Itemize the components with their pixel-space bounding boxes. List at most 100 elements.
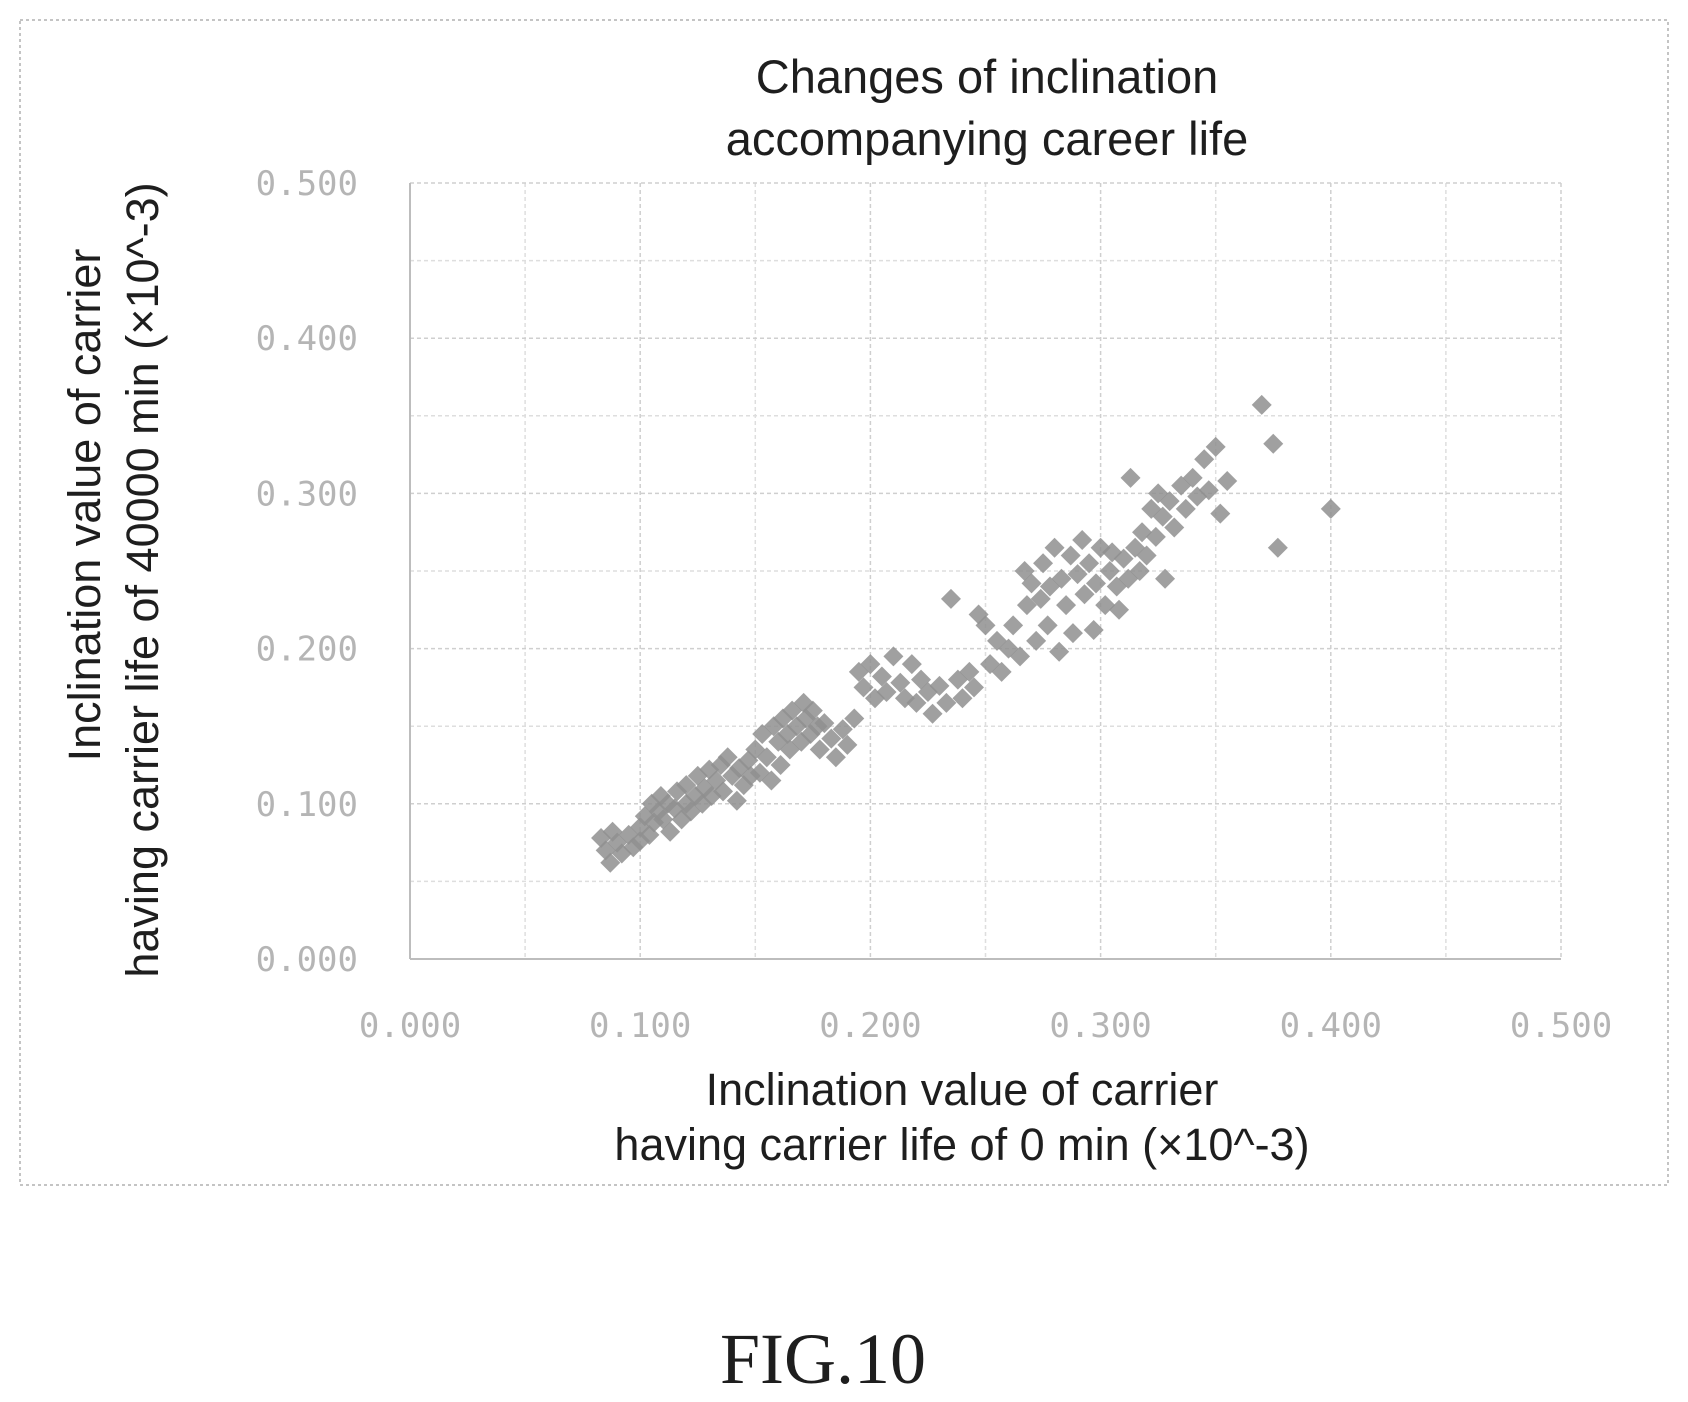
chart-title-line-1: Changes of inclination [756, 50, 1218, 103]
data-point [936, 692, 957, 713]
data-point [832, 719, 853, 740]
data-point [853, 677, 874, 698]
data-point [809, 739, 830, 760]
data-point [1129, 561, 1150, 581]
x-axis-label-line-2: having carrier life of 0 min (×10^-3) [614, 1119, 1309, 1170]
data-point [1079, 553, 1100, 574]
y-tick-label: 0.400 [256, 319, 358, 359]
x-tick-label: 0.200 [819, 1006, 921, 1046]
data-point [922, 703, 943, 724]
data-point [770, 755, 791, 775]
data-point [1044, 537, 1065, 558]
data-point [1060, 545, 1081, 566]
data-point [717, 747, 738, 768]
data-point [1010, 646, 1031, 667]
y-tick-label: 0.300 [256, 474, 358, 514]
chart-border [19, 19, 1669, 1186]
grid-lines [409, 182, 1562, 960]
data-point [1099, 561, 1120, 581]
data-point [825, 747, 846, 768]
y-axis-label-line-1: Inclination value of carrier [59, 249, 110, 762]
data-point [1109, 599, 1130, 620]
data-point [876, 682, 897, 703]
data-point [991, 661, 1012, 682]
data-point [1194, 449, 1215, 470]
data-point [1263, 433, 1284, 454]
data-point [929, 675, 950, 696]
x-tick-label: 0.400 [1280, 1006, 1382, 1046]
y-axis-label-line-2: having carrier life of 40000 min (×10^-3… [117, 182, 168, 977]
data-point [1251, 394, 1272, 415]
data-point [959, 661, 980, 682]
data-point [1175, 498, 1196, 519]
y-tick-label: 0.000 [256, 940, 358, 980]
data-point [1164, 517, 1185, 538]
data-point [1037, 615, 1058, 636]
data-point [1085, 573, 1106, 594]
data-point [871, 666, 892, 687]
data-point [1072, 529, 1093, 550]
data-point [1159, 491, 1180, 512]
x-axis-label-line-1: Inclination value of carrier [706, 1064, 1219, 1115]
data-points [591, 394, 1341, 873]
data-point [814, 713, 835, 734]
data-point [1021, 573, 1042, 594]
data-point [1217, 470, 1238, 491]
data-point [1049, 641, 1070, 662]
data-point [713, 781, 734, 802]
data-point [802, 700, 823, 721]
data-point [975, 615, 996, 636]
data-point [837, 734, 858, 755]
data-point [1016, 595, 1037, 616]
data-point [1198, 480, 1219, 501]
data-point [1074, 584, 1095, 605]
data-point [901, 654, 922, 675]
data-point [1182, 467, 1203, 488]
figure-label: FIG.10 [720, 1319, 926, 1399]
data-point [660, 821, 681, 842]
y-tick-label: 0.100 [256, 785, 358, 825]
data-point [1320, 498, 1341, 519]
data-point [726, 790, 747, 811]
data-point [1030, 588, 1051, 609]
y-tick-labels: 0.000 0.100 0.200 0.300 0.400 0.500 [256, 164, 358, 980]
data-point [761, 770, 782, 791]
data-point [1113, 548, 1134, 569]
y-tick-label: 0.500 [256, 164, 358, 204]
x-tick-label: 0.100 [589, 1006, 691, 1046]
data-point [1026, 630, 1047, 651]
data-point [1003, 615, 1024, 636]
data-point [1152, 506, 1173, 527]
data-point [1062, 623, 1083, 644]
x-tick-label: 0.500 [1510, 1006, 1612, 1046]
data-point [860, 654, 881, 675]
x-tick-label: 0.000 [359, 1006, 461, 1046]
x-tick-label: 0.300 [1049, 1006, 1151, 1046]
data-point [1120, 467, 1141, 488]
data-point [1267, 537, 1288, 558]
data-point [883, 646, 904, 667]
data-point [1205, 436, 1226, 457]
data-point [1210, 503, 1231, 524]
data-point [1033, 553, 1054, 574]
data-point [1083, 619, 1104, 640]
data-point [844, 708, 865, 729]
chart-title-line-2: accompanying career life [726, 112, 1249, 165]
data-point [940, 588, 961, 609]
data-point [1145, 526, 1166, 547]
data-point [1056, 595, 1077, 616]
data-point [1155, 568, 1176, 589]
x-tick-labels: 0.000 0.100 0.200 0.300 0.400 0.500 [359, 1006, 1612, 1046]
data-point [963, 677, 984, 698]
data-point [676, 775, 697, 796]
data-point [1067, 564, 1088, 585]
data-point [756, 747, 777, 768]
data-point [1136, 545, 1157, 566]
axis-lines [409, 183, 1561, 960]
data-point [821, 728, 842, 749]
data-point [952, 688, 973, 709]
data-point [906, 692, 927, 713]
data-point [600, 852, 621, 873]
